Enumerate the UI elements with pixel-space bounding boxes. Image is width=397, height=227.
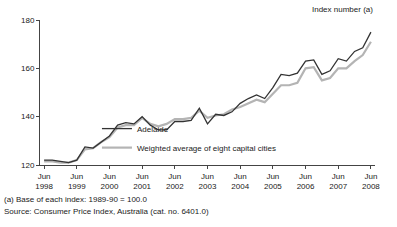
svg-text:Index number (a): Index number (a): [312, 5, 373, 14]
svg-text:180: 180: [21, 16, 35, 25]
svg-text:Adelaide: Adelaide: [137, 125, 169, 134]
svg-text:Jun2005: Jun2005: [264, 172, 282, 191]
svg-text:Jun2001: Jun2001: [133, 172, 151, 191]
svg-text:Weighted average of eight capi: Weighted average of eight capital cities: [137, 144, 276, 153]
svg-text:Jun2002: Jun2002: [166, 172, 184, 191]
svg-text:Jun2004: Jun2004: [231, 172, 249, 191]
svg-text:Jun2000: Jun2000: [101, 172, 119, 191]
svg-text:Jun1999: Jun1999: [68, 172, 86, 191]
svg-text:Jun2008: Jun2008: [362, 172, 380, 191]
svg-text:Jun2003: Jun2003: [199, 172, 217, 191]
svg-text:Jun2006: Jun2006: [297, 172, 315, 191]
svg-text:160: 160: [21, 64, 35, 73]
svg-text:140: 140: [21, 112, 35, 121]
svg-text:Jun2007: Jun2007: [329, 172, 347, 191]
svg-text:120: 120: [21, 161, 35, 170]
svg-text:Jun1998: Jun1998: [35, 172, 53, 191]
svg-text:Source: Consumer Price Index,: Source: Consumer Price Index, Australia …: [4, 207, 209, 216]
svg-text:(a) Base of each index: 1989-9: (a) Base of each index: 1989-90 = 100.0: [4, 195, 148, 204]
